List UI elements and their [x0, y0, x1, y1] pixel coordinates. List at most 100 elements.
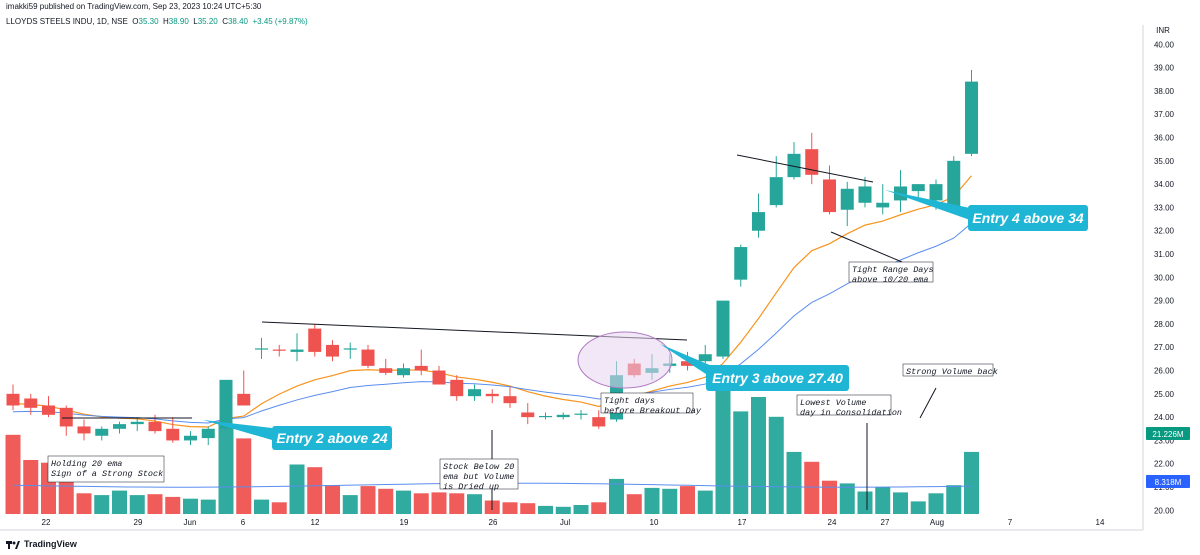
candle-body — [201, 428, 215, 439]
candle-body — [965, 81, 978, 154]
time-tick-label: 14 — [1096, 518, 1105, 527]
volume-bar — [786, 451, 802, 514]
volume-bar — [58, 472, 74, 514]
volume-bar — [112, 490, 127, 514]
holding-note-line: Sign of a Strong Stock — [51, 469, 164, 479]
time-tick-label: Jul — [560, 518, 570, 527]
volume-bar — [307, 467, 323, 514]
price-tick-label: 33.00 — [1154, 203, 1175, 212]
volume-bar — [733, 411, 749, 514]
price-tick-label: 38.00 — [1154, 87, 1175, 96]
below-ema-note-line: is Dried up — [443, 482, 499, 492]
volume-bar — [76, 493, 92, 514]
candle-body — [787, 153, 801, 178]
volume-bar — [342, 495, 358, 514]
symbol-legend[interactable]: LLOYDS STEELS INDU, 1D, NSE O35.30 H38.9… — [6, 17, 308, 26]
price-tick-label: 25.00 — [1154, 390, 1175, 399]
volume-bar — [183, 498, 198, 514]
low-label: L — [193, 17, 198, 26]
volume-bar — [165, 496, 181, 514]
high-label: H — [163, 17, 169, 26]
tight-days-note-box — [600, 392, 694, 414]
candle-body — [769, 177, 783, 206]
volume-bar — [875, 487, 891, 514]
entry-3-callout-pointer — [660, 344, 712, 378]
volume-bar — [449, 493, 465, 514]
tight-days-ellipse — [577, 331, 673, 389]
volume-bar — [626, 494, 642, 514]
volume-bar — [413, 493, 429, 514]
candle-body — [858, 186, 872, 203]
candle-body — [823, 179, 836, 213]
entry-4-callout-pointer — [885, 190, 970, 220]
price-tick-label: 36.00 — [1154, 134, 1175, 143]
candle-body — [290, 349, 304, 352]
candle-body — [343, 348, 357, 350]
candle-body — [929, 184, 943, 201]
tradingview-brand: TradingView — [24, 539, 77, 549]
candle-body — [805, 149, 819, 175]
time-tick-label: 24 — [828, 518, 837, 527]
volume-bar — [200, 499, 216, 514]
candle-body — [432, 370, 446, 385]
candle-body — [947, 160, 961, 208]
volume-bar — [360, 486, 376, 514]
candle-body — [503, 396, 517, 404]
candle-body — [911, 184, 925, 192]
candle-body — [876, 202, 890, 208]
candle-body — [272, 349, 286, 351]
below-ema-note-box — [439, 458, 519, 490]
candle-body — [237, 393, 251, 406]
holding-note-box — [47, 455, 165, 483]
price-tick-label: 22.00 — [1154, 460, 1175, 469]
candle-body — [698, 354, 712, 362]
price-tick-label: 28.00 — [1154, 320, 1175, 329]
candle-body — [95, 428, 109, 436]
entry-4-callout-box — [968, 205, 1088, 231]
time-tick-label: 26 — [489, 518, 498, 527]
volume-bar — [697, 490, 713, 514]
candle-body — [361, 349, 375, 366]
volume-bar — [680, 486, 695, 514]
candle-body — [6, 393, 20, 406]
volume-bar — [804, 461, 820, 514]
strong-volume-note-box — [902, 363, 994, 377]
candle-body — [521, 412, 535, 418]
volume-bar — [325, 485, 340, 514]
volume-bars — [5, 370, 979, 514]
time-tick-label: Aug — [930, 518, 944, 527]
candle-body — [716, 300, 730, 357]
volume-bar — [857, 491, 873, 514]
volume-bar — [751, 397, 766, 514]
candle-body — [752, 212, 765, 231]
candle-body — [326, 344, 339, 357]
volume-bar — [378, 488, 394, 514]
candle-body — [592, 417, 606, 427]
price-tick-label: 31.00 — [1154, 250, 1175, 259]
price-tick-label: 27.00 — [1154, 343, 1175, 352]
candle-body — [468, 389, 481, 397]
volume-bar — [822, 480, 837, 514]
symbol-name: LLOYDS STEELS INDU, 1D, NSE — [6, 17, 128, 26]
time-tick-label: 19 — [400, 518, 409, 527]
open-value: 35.30 — [138, 17, 159, 26]
volume-bar — [147, 494, 163, 514]
candle-body — [255, 348, 268, 350]
candle-body — [397, 368, 410, 376]
volume-bar — [431, 492, 447, 514]
entry-2-callout-pointer — [203, 420, 272, 440]
time-tick-label: 22 — [42, 518, 51, 527]
volume-bar — [502, 502, 518, 514]
price-tick-label: 40.00 — [1154, 40, 1175, 49]
price-tick-label: 37.00 — [1154, 110, 1175, 119]
time-tick-label: 29 — [134, 518, 143, 527]
entry-4-callout-text: Entry 4 above 34 — [972, 210, 1083, 226]
candle-body — [219, 379, 233, 429]
candle-body — [414, 365, 428, 371]
volume-bar — [768, 416, 784, 514]
tradingview-footer[interactable]: TradingView — [6, 539, 77, 549]
entry-2-callout-box — [272, 426, 392, 450]
candle-body — [113, 424, 126, 429]
entry-3-callout-box — [706, 365, 849, 391]
